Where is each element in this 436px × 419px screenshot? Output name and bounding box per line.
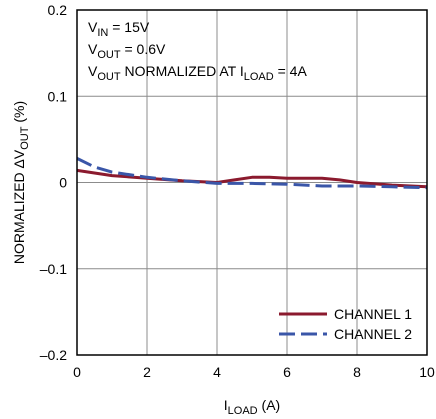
x-axis-label-sub: LOAD — [228, 405, 258, 417]
annotation-part: LOAD — [244, 71, 274, 83]
series-line-1 — [76, 168, 428, 189]
annotation-part: V — [88, 41, 98, 57]
x-tick-label: 0 — [73, 364, 81, 380]
y-tick-label: 0.1 — [48, 88, 68, 104]
x-tick-label: 4 — [213, 364, 221, 380]
y-tick-label: –0.2 — [40, 347, 67, 363]
y-tick-label: –0.1 — [40, 261, 67, 277]
annotation-line-2: VOUT = 0.6V — [88, 41, 166, 61]
y-axis-label-main: NORMALIZED ΔV — [11, 149, 27, 264]
annotation-part: IN — [97, 27, 108, 39]
legend: CHANNEL 1 CHANNEL 2 — [279, 306, 412, 342]
x-tick-label: 8 — [353, 364, 361, 380]
annotation-part: = 4A — [274, 63, 308, 79]
x-tick-label: 6 — [283, 364, 291, 380]
y-tick-label: 0.2 — [48, 2, 68, 18]
annotation-part: V — [88, 19, 98, 35]
tick-labels: 0 2 4 6 8 10 –0.2 –0.1 0 0.1 0.2 — [40, 2, 435, 380]
legend-label-1: CHANNEL 1 — [334, 306, 412, 322]
legend-label-2: CHANNEL 2 — [334, 326, 412, 342]
series-layer — [76, 157, 428, 190]
x-axis-label-main: I — [224, 397, 228, 413]
annotation-part: NORMALIZED AT I — [121, 63, 244, 79]
annotation-part: V — [88, 63, 98, 79]
plot-frame — [76, 9, 428, 356]
y-axis-label-suffix: (%) — [11, 101, 27, 127]
x-tick-label: 10 — [419, 364, 435, 380]
x-tick-label: 2 — [143, 364, 151, 380]
annotation-part: = 15V — [108, 19, 150, 35]
y-tick-label: 0 — [59, 175, 67, 191]
annotation-part: OUT — [97, 71, 121, 83]
y-axis-label-sub: OUT — [19, 126, 31, 150]
y-axis-label: NORMALIZED ΔVOUT (%) — [11, 101, 31, 264]
annotation-part: = 0.6V — [121, 41, 166, 57]
x-axis-label-suffix: (A) — [258, 397, 281, 413]
series-line-2 — [76, 157, 428, 190]
annotation-line-1: VIN = 15V — [88, 19, 150, 39]
annotation-line-3: VOUT NORMALIZED AT ILOAD = 4A — [88, 63, 307, 83]
annotation-part: OUT — [97, 49, 121, 61]
x-axis-label: ILOAD (A) — [224, 397, 280, 417]
